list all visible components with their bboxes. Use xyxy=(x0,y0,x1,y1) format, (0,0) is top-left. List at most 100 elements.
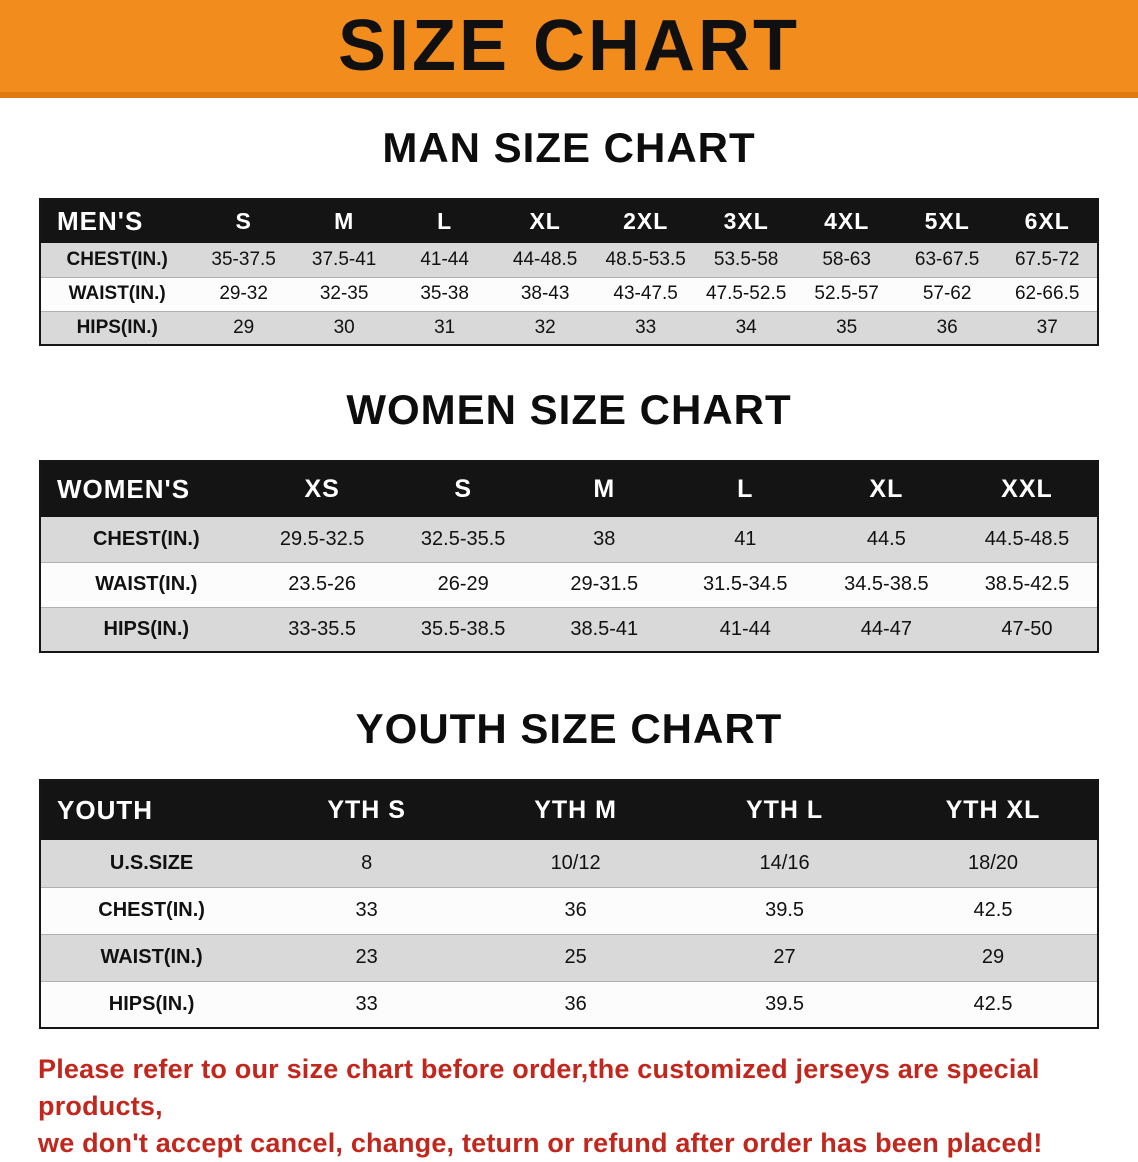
size-column-header: M xyxy=(293,199,395,243)
size-value-cell: 58-63 xyxy=(796,243,897,278)
table-title-cell: YOUTH xyxy=(40,780,263,840)
size-value-cell: 44-48.5 xyxy=(494,243,596,278)
size-value-cell: 44.5 xyxy=(815,517,957,563)
size-value-cell: 43-47.5 xyxy=(595,277,696,312)
size-value-cell: 36 xyxy=(471,981,681,1028)
size-value-cell: 41-44 xyxy=(394,243,495,278)
size-value-cell: 34 xyxy=(695,311,797,345)
women-section-title: WOMEN SIZE CHART xyxy=(346,386,792,433)
row-label: WAIST(IN.) xyxy=(40,562,252,608)
size-value-cell: 27 xyxy=(680,934,890,982)
size-value-cell: 23 xyxy=(262,934,472,982)
table-row: WAIST(IN.) 23.5-26 26-29 29-31.5 31.5-34.5 34… xyxy=(40,562,1098,608)
banner: SIZE CHART xyxy=(0,0,1138,98)
size-value-cell: 48.5-53.5 xyxy=(595,243,696,278)
table-header-row: YOUTH YTH S YTH M YTH L YTH XL xyxy=(40,780,1098,840)
size-value-cell: 35.5-38.5 xyxy=(392,607,534,652)
size-value-cell: 37 xyxy=(997,311,1098,345)
size-column-header: YTH M xyxy=(471,780,681,840)
size-value-cell: 29-31.5 xyxy=(533,562,675,608)
size-value-cell: 35-38 xyxy=(394,277,495,312)
table-row: WAIST(IN.) 23 25 27 29 xyxy=(40,934,1098,982)
size-value-cell: 31 xyxy=(394,311,495,345)
size-value-cell: 26-29 xyxy=(392,562,534,608)
size-value-cell: 47-50 xyxy=(956,607,1098,652)
size-value-cell: 57-62 xyxy=(896,277,998,312)
size-column-header: S xyxy=(392,461,534,517)
size-column-header: 4XL xyxy=(796,199,897,243)
size-value-cell: 41-44 xyxy=(674,607,816,652)
size-value-cell: 33 xyxy=(595,311,696,345)
size-value-cell: 36 xyxy=(896,311,998,345)
size-column-header: M xyxy=(533,461,675,517)
size-column-header: L xyxy=(674,461,816,517)
size-value-cell: 44.5-48.5 xyxy=(956,517,1098,563)
size-value-cell: 42.5 xyxy=(889,887,1098,935)
table-row: CHEST(IN.) 35-37.5 37.5-41 41-44 44-48.5 48.5… xyxy=(40,243,1098,278)
size-column-header: YTH S xyxy=(262,780,472,840)
women-size-table: WOMEN'S XS S M L XL XXL CHEST(IN.) 29.5-32.5 32.5… xyxy=(39,460,1099,653)
size-value-cell: 44-47 xyxy=(815,607,957,652)
table-row: U.S.SIZE 8 10/12 14/16 18/20 xyxy=(40,840,1098,888)
youth-section-title: YOUTH SIZE CHART xyxy=(355,705,783,752)
size-value-cell: 33 xyxy=(262,887,472,935)
size-value-cell: 29.5-32.5 xyxy=(251,517,393,563)
men-section-title: MAN SIZE CHART xyxy=(382,124,756,171)
table-header-row: WOMEN'S XS S M L XL XXL xyxy=(40,461,1098,517)
footer-note: Please refer to our size chart before or… xyxy=(38,1051,1100,1162)
row-label: WAIST(IN.) xyxy=(40,277,194,312)
table-row: WAIST(IN.) 29-32 32-35 35-38 38-43 43-47.5 47.… xyxy=(40,277,1098,312)
table-row: CHEST(IN.) 33 36 39.5 42.5 xyxy=(40,887,1098,935)
size-value-cell: 33 xyxy=(262,981,472,1028)
table-header-row: MEN'S S M L XL 2XL 3XL 4XL 5XL 6XL xyxy=(40,199,1098,243)
size-column-header: YTH XL xyxy=(889,780,1098,840)
youth-size-table: YOUTH YTH S YTH M YTH L YTH XL U.S.SIZE 8 10/12… xyxy=(39,779,1099,1029)
size-column-header: 5XL xyxy=(896,199,998,243)
women-size-section: WOMEN SIZE CHART WOMEN'S XS S M L XL XXL CHEST(… xyxy=(0,386,1138,653)
size-value-cell: 34.5-38.5 xyxy=(815,562,957,608)
size-column-header: XL xyxy=(815,461,957,517)
table-title-cell: MEN'S xyxy=(40,199,194,243)
size-column-header: XS xyxy=(251,461,393,517)
size-value-cell: 38-43 xyxy=(494,277,596,312)
size-value-cell: 38.5-42.5 xyxy=(956,562,1098,608)
size-value-cell: 62-66.5 xyxy=(997,277,1098,312)
size-column-header: YTH L xyxy=(680,780,890,840)
size-value-cell: 42.5 xyxy=(889,981,1098,1028)
footer-line-1: Please refer to our size chart before or… xyxy=(38,1054,1040,1121)
row-label: HIPS(IN.) xyxy=(40,311,194,345)
size-column-header: 6XL xyxy=(997,199,1098,243)
row-label: HIPS(IN.) xyxy=(40,981,263,1028)
size-value-cell: 36 xyxy=(471,887,681,935)
size-value-cell: 29 xyxy=(889,934,1098,982)
row-label: CHEST(IN.) xyxy=(40,517,252,563)
row-label: WAIST(IN.) xyxy=(40,934,263,982)
size-value-cell: 32.5-35.5 xyxy=(392,517,534,563)
size-value-cell: 52.5-57 xyxy=(796,277,897,312)
table-row: HIPS(IN.) 33-35.5 35.5-38.5 38.5-41 41-44 44-… xyxy=(40,607,1098,652)
size-value-cell: 38.5-41 xyxy=(533,607,675,652)
size-value-cell: 32 xyxy=(494,311,596,345)
size-value-cell: 39.5 xyxy=(680,887,890,935)
size-column-header: S xyxy=(193,199,294,243)
size-value-cell: 33-35.5 xyxy=(251,607,393,652)
size-column-header: 2XL xyxy=(595,199,696,243)
table-row: CHEST(IN.) 29.5-32.5 32.5-35.5 38 41 44.5 44.5… xyxy=(40,517,1098,563)
men-size-table: MEN'S S M L XL 2XL 3XL 4XL 5XL 6XL CHEST(IN.) 35-37… xyxy=(39,198,1099,346)
size-value-cell: 47.5-52.5 xyxy=(695,277,797,312)
size-column-header: XXL xyxy=(956,461,1098,517)
size-value-cell: 14/16 xyxy=(680,840,890,888)
size-value-cell: 29-32 xyxy=(193,277,294,312)
page-title: SIZE CHART xyxy=(338,6,800,86)
size-value-cell: 32-35 xyxy=(293,277,395,312)
size-value-cell: 53.5-58 xyxy=(695,243,797,278)
row-label: CHEST(IN.) xyxy=(40,887,263,935)
size-value-cell: 35-37.5 xyxy=(193,243,294,278)
table-title-cell: WOMEN'S xyxy=(40,461,252,517)
size-value-cell: 39.5 xyxy=(680,981,890,1028)
row-label: HIPS(IN.) xyxy=(40,607,252,652)
size-value-cell: 31.5-34.5 xyxy=(674,562,816,608)
row-label: U.S.SIZE xyxy=(40,840,263,888)
size-value-cell: 38 xyxy=(533,517,675,563)
